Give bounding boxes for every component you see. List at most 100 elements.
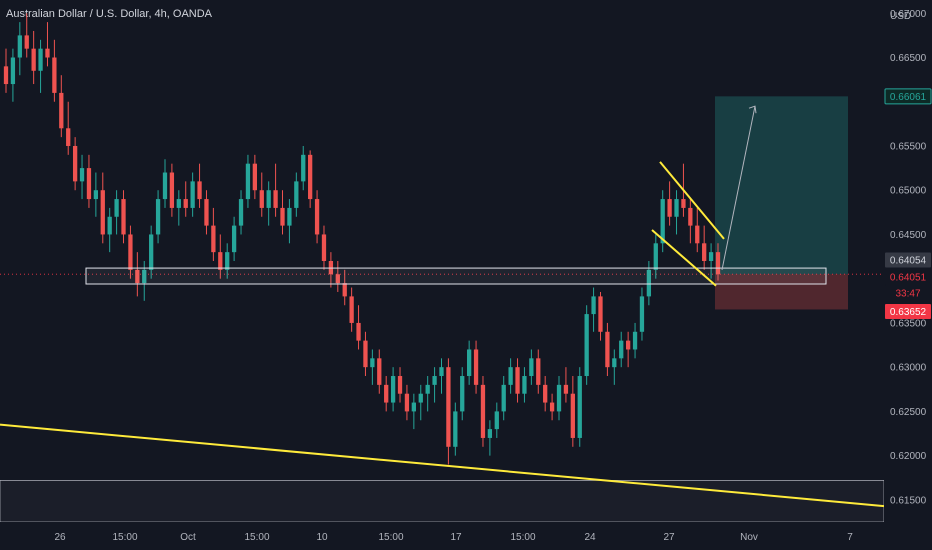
trendline: [0, 423, 885, 508]
x-tick-label: Oct: [180, 532, 196, 543]
candle-body: [397, 376, 403, 394]
candle-body: [370, 358, 375, 368]
badge-bg: [885, 269, 931, 285]
price-badge-stop: 0.63652: [885, 303, 931, 319]
x-tick-label: 24: [584, 532, 596, 543]
candle-body: [681, 199, 686, 208]
candle-body: [142, 269, 147, 284]
candle-body: [612, 358, 617, 368]
candle-body: [86, 168, 92, 200]
y-tick-label: 0.66500: [890, 53, 927, 64]
candle-body: [598, 296, 603, 332]
candle-body: [674, 199, 679, 217]
time-axis: 26 15:00 Oct 15:00 10 15:00 17 15:00 24 27 Nov 7: [0, 522, 884, 550]
x-tick-label: 15:00: [378, 532, 403, 543]
candle-body: [653, 243, 658, 270]
candle-body: [155, 199, 161, 235]
price-badge-target: 0.66061: [884, 88, 932, 105]
candle-body: [619, 340, 624, 359]
candle-body: [563, 384, 569, 394]
candle-body: [245, 163, 251, 200]
candle-body: [356, 322, 361, 341]
candle-body: [467, 349, 472, 377]
candle-body: [605, 331, 610, 368]
candle-body: [715, 252, 721, 275]
y-tick-label: 0.63000: [890, 363, 927, 374]
projection-arrow-head: [748, 105, 757, 114]
candle-body: [66, 128, 71, 146]
candle-body: [3, 66, 9, 85]
candle-body: [667, 199, 672, 217]
y-tick-label: 0.63500: [890, 318, 927, 329]
candle-body: [529, 358, 534, 377]
badge-label: 0.64051: [890, 273, 927, 284]
candle-body: [453, 411, 458, 447]
candle-body: [252, 163, 257, 191]
candle-body: [556, 384, 562, 412]
y-tick-label: 0.65500: [890, 141, 927, 152]
x-tick-label: 7: [847, 532, 853, 543]
time-axis-bg: [0, 522, 884, 550]
candle-body: [702, 243, 707, 261]
candle-body: [294, 181, 299, 208]
candle-body: [543, 384, 548, 403]
x-tick-label: 15:00: [510, 532, 535, 543]
projection-arrow-line: [721, 106, 756, 270]
candle-body: [439, 367, 444, 377]
x-tick-label: 15:00: [244, 532, 269, 543]
chart-title: Australian Dollar / U.S. Dollar, 4h, OAN…: [6, 8, 213, 20]
candle-body: [176, 199, 181, 208]
candle-body: [418, 393, 423, 403]
lower-zone: [0, 480, 885, 523]
price-badge-last-close: 0.64054: [885, 252, 931, 268]
candle-body: [446, 367, 451, 447]
candle-body: [238, 199, 244, 226]
profit-zone: [715, 96, 848, 275]
candle-body: [515, 367, 520, 394]
candle-body: [218, 252, 223, 270]
support-zone: [85, 267, 827, 285]
candle-body: [390, 376, 396, 403]
candle-body: [549, 402, 555, 412]
candle-body: [190, 181, 195, 208]
candle-body: [688, 207, 693, 226]
candle-body: [321, 234, 327, 261]
price-badge-current: 0.64051: [885, 269, 931, 285]
candle-body: [287, 207, 292, 226]
candle-body: [204, 199, 209, 226]
candle-body: [72, 145, 78, 182]
badge-label: 0.63652: [890, 307, 927, 318]
candle-body: [308, 154, 313, 200]
candle-body: [508, 367, 513, 385]
candle-body: [404, 393, 410, 412]
candle-body: [211, 225, 216, 253]
wedge-upper-line: [659, 161, 725, 240]
candle-body: [335, 274, 340, 284]
y-tick-label: 0.61500: [890, 495, 927, 506]
price-badges: 0.66061 0.64054 0.64051 33:47 0.63652: [884, 88, 932, 319]
candle-body: [473, 349, 479, 385]
candle-body: [45, 48, 50, 58]
candle-body: [377, 358, 382, 385]
candle-body: [162, 172, 168, 200]
candles-layer: [3, 13, 721, 465]
candle-body: [577, 376, 582, 438]
candle-body: [24, 35, 29, 49]
x-tick-label: 15:00: [112, 532, 137, 543]
candle-body: [225, 252, 230, 270]
candle-body: [314, 199, 320, 235]
y-tick-label: 0.67000: [890, 9, 927, 20]
candle-body: [301, 154, 306, 182]
badge-bg: [884, 88, 932, 105]
candle-body: [107, 216, 112, 235]
candle-body: [494, 411, 499, 430]
candle-body: [100, 190, 105, 235]
y-tick-label: 0.62500: [890, 407, 927, 418]
x-tick-label: 26: [54, 532, 66, 543]
drawings-layer: [0, 105, 885, 508]
candle-body: [59, 92, 64, 129]
candle-body: [169, 172, 175, 208]
candle-body: [114, 199, 119, 217]
candle-body: [183, 199, 188, 208]
